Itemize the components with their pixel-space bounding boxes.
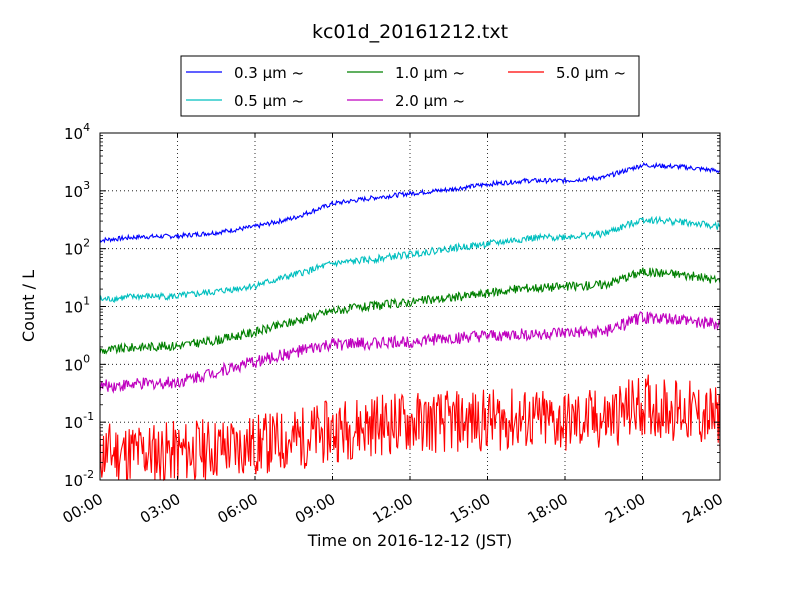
legend: 0.3 μm ~ 0.5 μm ~ 1.0 μm ~ 2.0 μm ~ 5.0 μm ~ — [180, 55, 640, 117]
y-tick-base: 10 — [64, 414, 83, 432]
y-tick-exponent: -2 — [83, 468, 94, 481]
y-tick-base: 10 — [64, 356, 83, 374]
y-tick-base: 10 — [64, 125, 83, 143]
y-tick-label: 102 — [64, 237, 90, 259]
y-tick-label: 103 — [64, 179, 90, 201]
y-tick-exponent: -1 — [83, 410, 94, 423]
y-tick-label: 10-2 — [64, 468, 94, 490]
legend-box — [180, 55, 640, 117]
y-tick-base: 10 — [64, 241, 83, 259]
legend-label: 0.3 μm ~ — [234, 64, 304, 82]
y-tick-exponent: 2 — [83, 237, 90, 250]
legend-label: 0.5 μm ~ — [234, 92, 304, 110]
y-tick-exponent: 4 — [83, 121, 90, 134]
y-tick-label: 10-1 — [64, 410, 94, 432]
chart-title: kc01d_20161212.txt — [312, 21, 508, 43]
series-line — [99, 267, 721, 355]
y-tick-exponent: 3 — [83, 179, 90, 192]
series-layer — [99, 161, 721, 482]
y-tick-label: 100 — [64, 352, 90, 374]
legend-label: 1.0 μm ~ — [395, 64, 465, 82]
y-tick-exponent: 1 — [83, 295, 90, 308]
y-tick-base: 10 — [64, 472, 83, 490]
ticks — [99, 132, 721, 481]
legend-label: 2.0 μm ~ — [395, 92, 465, 110]
series-line — [99, 161, 721, 244]
y-tick-exponent: 0 — [83, 352, 90, 365]
series-line — [99, 215, 721, 303]
y-tick-base: 10 — [64, 183, 83, 201]
series-line — [99, 311, 721, 394]
y-tick-base: 10 — [64, 299, 83, 317]
y-axis-title: Count / L — [19, 270, 38, 342]
x-axis-title: Time on 2016-12-12 (JST) — [307, 531, 512, 550]
legend-label: 5.0 μm ~ — [556, 64, 626, 82]
series-line — [99, 374, 721, 482]
y-tick-label: 101 — [64, 295, 90, 317]
y-tick-label: 104 — [64, 121, 90, 143]
